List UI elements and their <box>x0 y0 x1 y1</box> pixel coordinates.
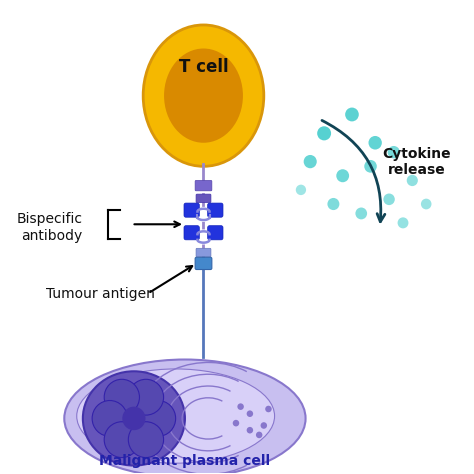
Text: Malignant plasma cell: Malignant plasma cell <box>100 454 271 468</box>
Circle shape <box>233 420 239 427</box>
Ellipse shape <box>77 369 274 463</box>
Circle shape <box>364 160 377 173</box>
Text: Tumour antigen: Tumour antigen <box>46 287 155 301</box>
Circle shape <box>383 193 395 205</box>
Circle shape <box>421 199 431 210</box>
FancyBboxPatch shape <box>208 226 223 240</box>
Circle shape <box>104 422 139 457</box>
Text: T cell: T cell <box>179 58 228 76</box>
Circle shape <box>246 410 253 417</box>
Circle shape <box>317 126 331 140</box>
Circle shape <box>246 427 253 434</box>
Circle shape <box>122 407 146 430</box>
Circle shape <box>398 218 409 228</box>
Circle shape <box>92 401 128 437</box>
Circle shape <box>140 401 176 437</box>
Circle shape <box>256 432 263 438</box>
Circle shape <box>407 175 418 186</box>
Ellipse shape <box>83 371 185 465</box>
Circle shape <box>296 185 306 195</box>
Ellipse shape <box>143 25 264 166</box>
Text: Cytokine
release: Cytokine release <box>383 146 451 177</box>
Circle shape <box>128 379 164 415</box>
FancyBboxPatch shape <box>195 181 212 191</box>
Circle shape <box>128 422 164 457</box>
FancyArrowPatch shape <box>322 120 385 222</box>
FancyBboxPatch shape <box>196 248 211 257</box>
Circle shape <box>345 108 359 121</box>
Circle shape <box>328 198 339 210</box>
Ellipse shape <box>64 359 306 474</box>
Circle shape <box>336 169 349 182</box>
Circle shape <box>265 406 272 412</box>
Circle shape <box>368 136 382 149</box>
Ellipse shape <box>191 229 216 245</box>
Circle shape <box>388 146 400 158</box>
Ellipse shape <box>164 48 243 143</box>
Circle shape <box>304 155 317 168</box>
Circle shape <box>237 403 244 410</box>
Text: Bispecific
antibody: Bispecific antibody <box>17 212 83 243</box>
FancyBboxPatch shape <box>184 203 199 217</box>
FancyBboxPatch shape <box>184 226 199 240</box>
Circle shape <box>356 208 367 219</box>
Circle shape <box>261 422 267 429</box>
Circle shape <box>104 379 139 415</box>
FancyBboxPatch shape <box>196 194 211 202</box>
FancyBboxPatch shape <box>195 257 212 270</box>
Ellipse shape <box>191 207 216 222</box>
FancyBboxPatch shape <box>208 203 223 217</box>
